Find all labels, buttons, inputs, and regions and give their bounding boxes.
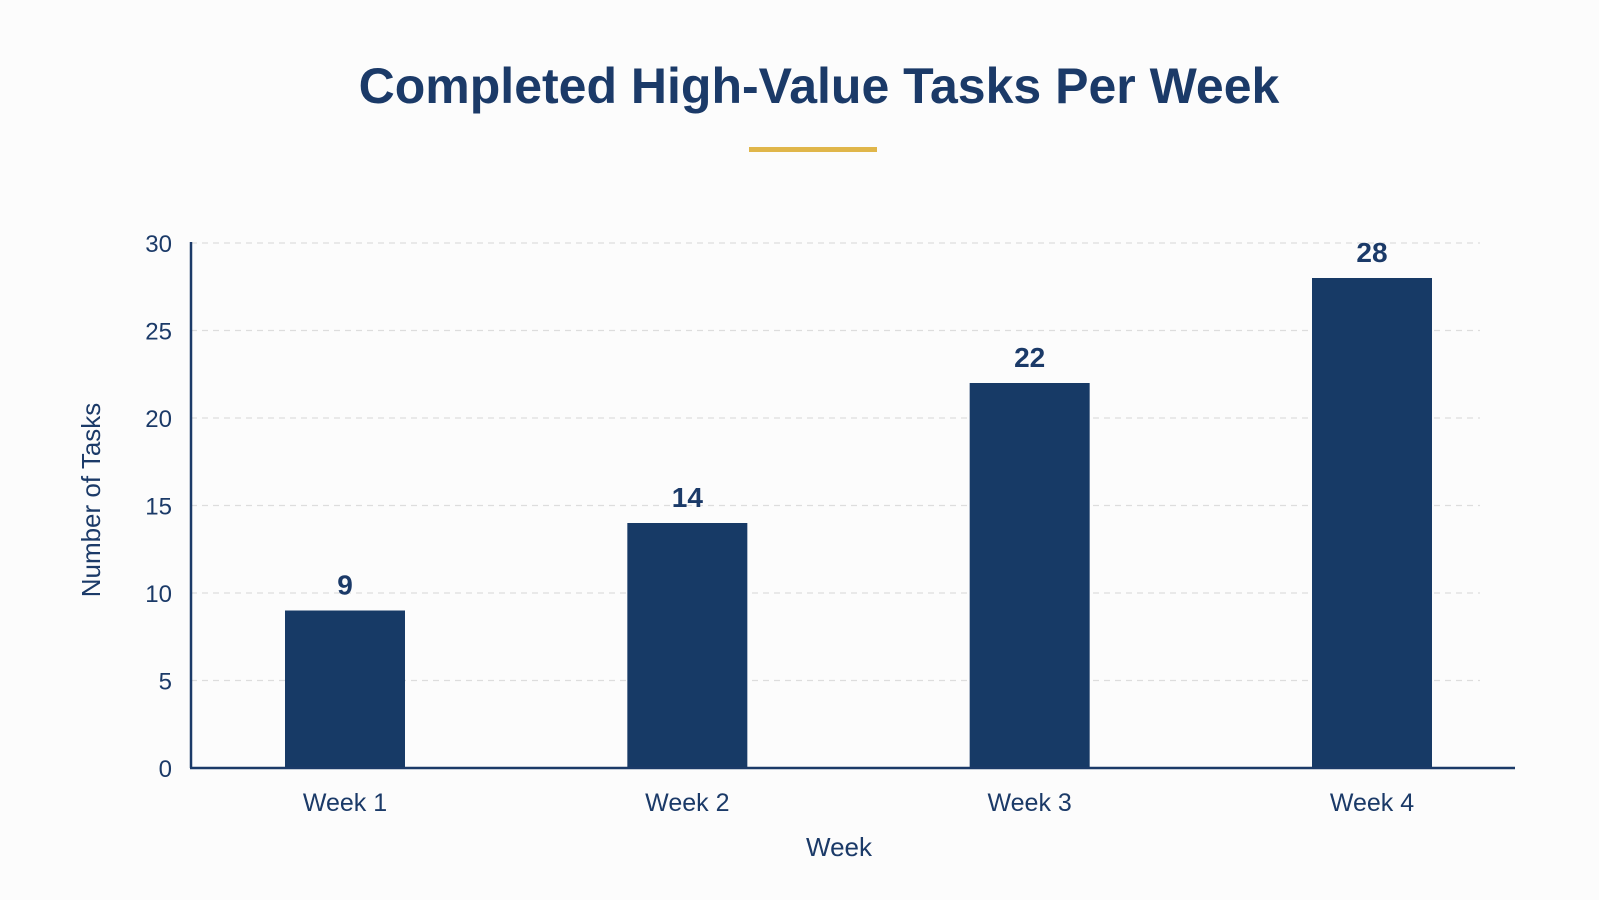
data-label: 22 (1014, 342, 1045, 373)
x-tick-label: Week 2 (645, 789, 729, 817)
data-label: 9 (337, 570, 353, 601)
chart-title: Completed High-Value Tasks Per Week (359, 58, 1280, 114)
bar-week-3 (969, 383, 1090, 768)
x-tick-labels: Week 1 Week 2 Week 3 Week 4 (303, 789, 1414, 817)
x-axis-label: Week (806, 832, 873, 862)
data-label: 28 (1356, 237, 1387, 268)
x-tick-label: Week 3 (988, 789, 1072, 817)
y-tick-label: 30 (145, 231, 172, 258)
y-tick-label: 25 (145, 319, 172, 346)
y-tick-label: 10 (145, 581, 172, 608)
data-label: 14 (672, 482, 704, 513)
y-tick-labels: 0 5 10 15 20 25 30 (145, 231, 172, 783)
y-tick-label: 5 (159, 669, 172, 696)
x-tick-label: Week 1 (303, 789, 387, 817)
data-labels: 9 14 22 28 (337, 237, 1387, 601)
gridlines (191, 242, 1480, 682)
y-tick-label: 20 (145, 406, 172, 433)
bars (285, 278, 1432, 768)
bar-week-1 (285, 610, 405, 768)
y-tick-label: 15 (145, 494, 172, 521)
bar-week-2 (627, 523, 748, 768)
title-accent-underline (749, 147, 877, 152)
y-tick-label: 0 (159, 756, 172, 783)
y-axis-label: Number of Tasks (76, 403, 106, 598)
bar-week-4 (1312, 278, 1432, 768)
x-tick-label: Week 4 (1330, 789, 1414, 817)
